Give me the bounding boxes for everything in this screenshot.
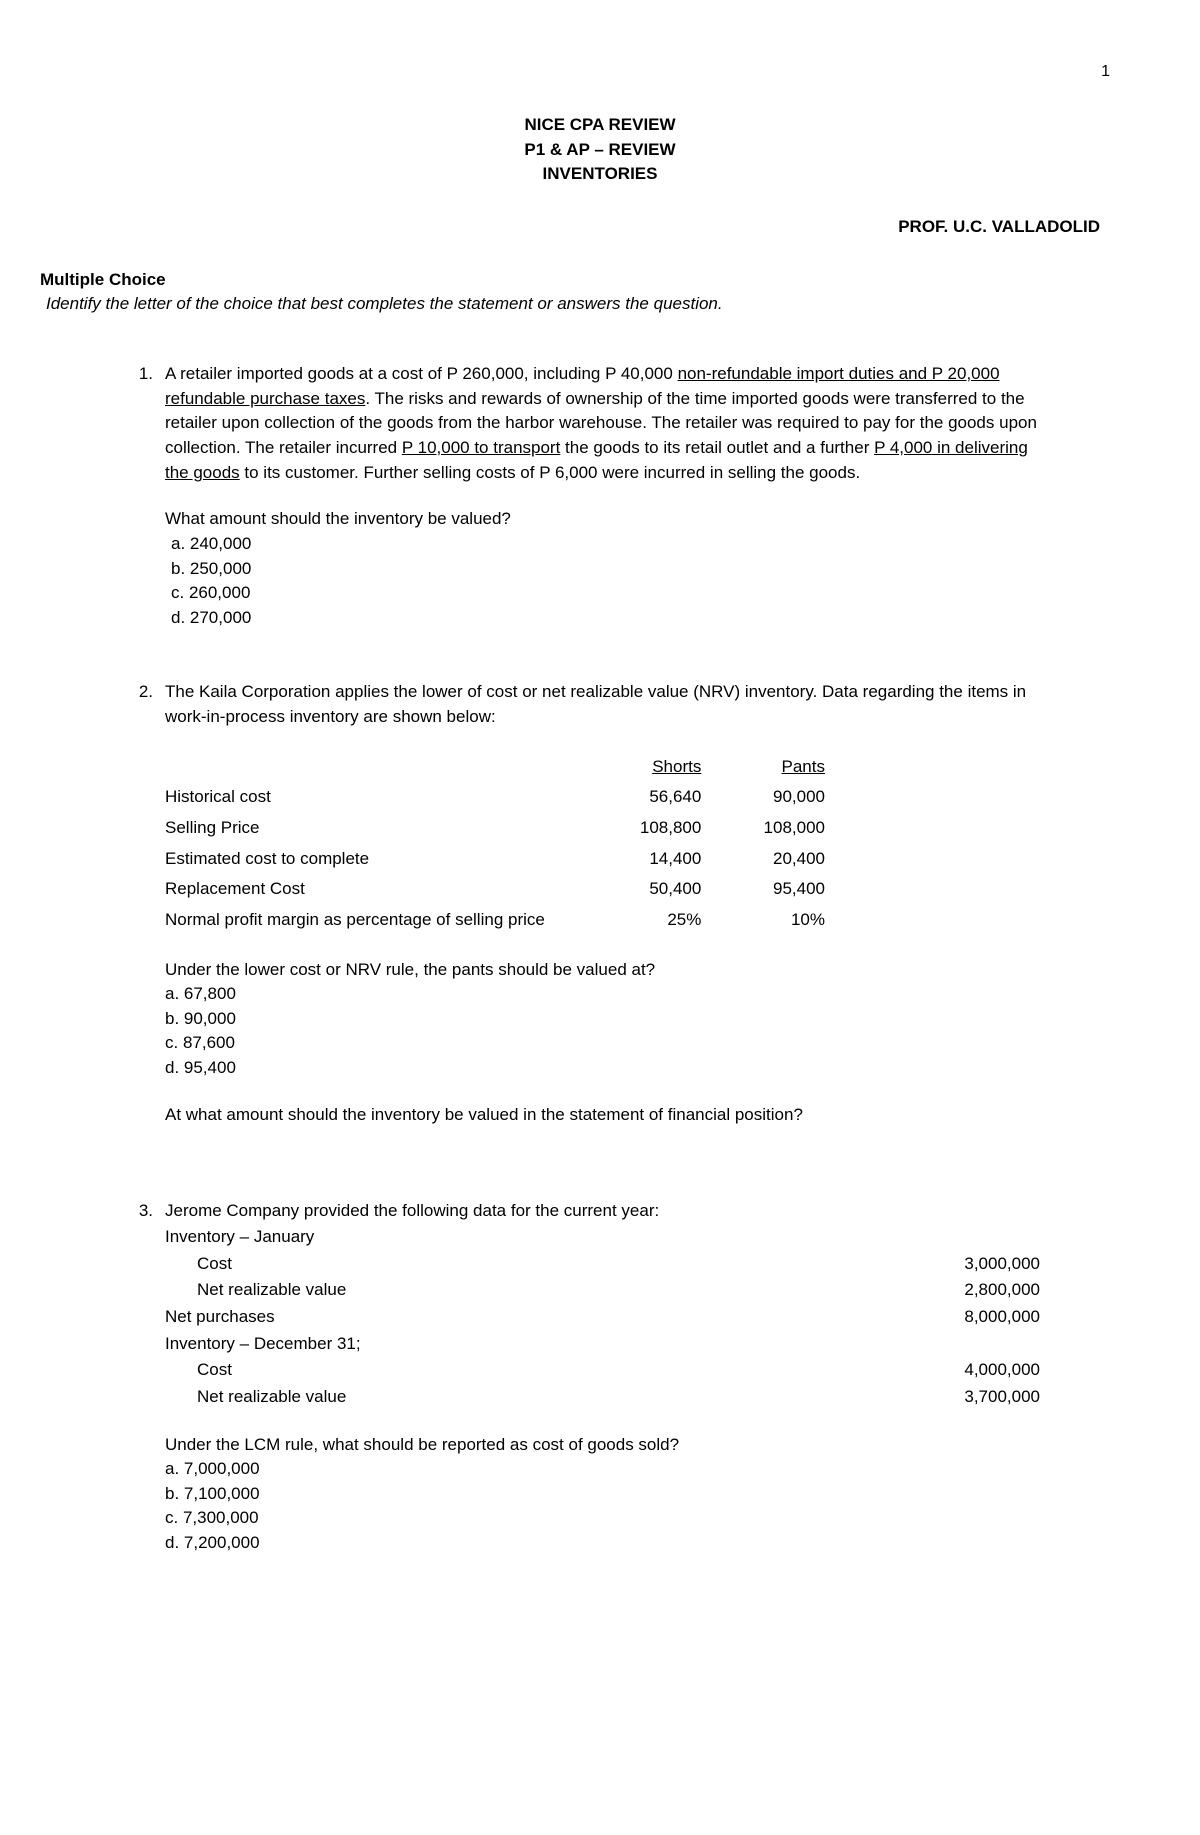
question-number: 2. — [125, 680, 153, 1149]
answer-options: a. 7,000,000 b. 7,100,000 c. 7,300,000 d… — [165, 1457, 1040, 1556]
option-c: c. 87,600 — [165, 1031, 1040, 1056]
cell-value: 4,000,000 — [900, 1357, 1040, 1384]
data-table: Shorts Pants Historical cost 56,640 90,0… — [165, 752, 845, 936]
row-label: Net realizable value — [165, 1384, 900, 1411]
q1-text-a: A retailer imported goods at a cost of P… — [165, 364, 678, 383]
table-row: Net realizable value 3,700,000 — [165, 1384, 1040, 1411]
option-c: c. 7,300,000 — [165, 1506, 1040, 1531]
table-row: Cost 4,000,000 — [165, 1357, 1040, 1384]
row-label: Net realizable value — [165, 1277, 900, 1304]
section-label: Multiple Choice — [40, 270, 166, 289]
cell-value: 3,000,000 — [900, 1251, 1040, 1278]
cell-value: 10% — [721, 905, 845, 936]
table-row: Historical cost 56,640 90,000 — [165, 782, 845, 813]
row-label: Cost — [165, 1251, 900, 1278]
row-label: Selling Price — [165, 813, 598, 844]
question-3: 3. Jerome Company provided the following… — [125, 1199, 1160, 1555]
q1-text-d: to its customer. Further selling costs o… — [240, 463, 861, 482]
table-row: Estimated cost to complete 14,400 20,400 — [165, 844, 845, 875]
answer-options: a. 67,800 b. 90,000 c. 87,600 d. 95,400 — [165, 982, 1040, 1081]
financial-table: Inventory – January Cost 3,000,000 Net r… — [165, 1224, 1040, 1410]
question-prompt-2: At what amount should the inventory be v… — [165, 1103, 1040, 1128]
row-label: Inventory – January — [165, 1224, 900, 1251]
cell-value: 25% — [598, 905, 722, 936]
cell-value: 108,800 — [598, 813, 722, 844]
option-a: a. 240,000 — [171, 532, 1040, 557]
table-row: Normal profit margin as percentage of se… — [165, 905, 845, 936]
header-line-1: NICE CPA REVIEW — [40, 113, 1160, 138]
row-label: Replacement Cost — [165, 874, 598, 905]
header-line-2: P1 & AP – REVIEW — [40, 138, 1160, 163]
row-label: Net purchases — [165, 1304, 900, 1331]
question-number: 1. — [125, 362, 153, 630]
row-label: Normal profit margin as percentage of se… — [165, 905, 598, 936]
cell-value: 95,400 — [721, 874, 845, 905]
option-a: a. 7,000,000 — [165, 1457, 1040, 1482]
option-d: d. 7,200,000 — [165, 1531, 1040, 1556]
question-prompt: Under the LCM rule, what should be repor… — [165, 1433, 1040, 1458]
table-row: Selling Price 108,800 108,000 — [165, 813, 845, 844]
question-prompt: Under the lower cost or NRV rule, the pa… — [165, 958, 1040, 983]
professor-name: PROF. U.C. VALLADOLID — [40, 215, 1160, 240]
option-b: b. 250,000 — [171, 557, 1040, 582]
column-header-shorts: Shorts — [652, 757, 701, 776]
page-number: 1 — [40, 60, 1160, 83]
option-b: b. 90,000 — [165, 1007, 1040, 1032]
row-label: Cost — [165, 1357, 900, 1384]
option-c: c. 260,000 — [171, 581, 1040, 606]
cell-value — [900, 1224, 1040, 1251]
option-b: b. 7,100,000 — [165, 1482, 1040, 1507]
table-row: Net purchases 8,000,000 — [165, 1304, 1040, 1331]
cell-value: 56,640 — [598, 782, 722, 813]
option-d: d. 95,400 — [165, 1056, 1040, 1081]
row-label: Inventory – December 31; — [165, 1331, 900, 1358]
row-label: Historical cost — [165, 782, 598, 813]
question-2: 2. The Kaila Corporation applies the low… — [125, 680, 1160, 1149]
q1-text-c: the goods to its retail outlet and a fur… — [560, 438, 874, 457]
table-row: Inventory – January — [165, 1224, 1040, 1251]
table-row: Inventory – December 31; — [165, 1331, 1040, 1358]
question-intro: Jerome Company provided the following da… — [165, 1199, 1040, 1224]
table-row: Net realizable value 2,800,000 — [165, 1277, 1040, 1304]
q1-underline-2: P 10,000 to transport — [402, 438, 560, 457]
row-label: Estimated cost to complete — [165, 844, 598, 875]
cell-value: 2,800,000 — [900, 1277, 1040, 1304]
table-row: Replacement Cost 50,400 95,400 — [165, 874, 845, 905]
answer-options: a. 240,000 b. 250,000 c. 260,000 d. 270,… — [165, 532, 1040, 631]
question-intro: The Kaila Corporation applies the lower … — [165, 680, 1040, 729]
column-header-pants: Pants — [782, 757, 825, 776]
cell-value: 90,000 — [721, 782, 845, 813]
option-d: d. 270,000 — [171, 606, 1040, 631]
cell-value: 108,000 — [721, 813, 845, 844]
header-line-3: INVENTORIES — [40, 162, 1160, 187]
question-number: 3. — [125, 1199, 153, 1555]
table-row: Cost 3,000,000 — [165, 1251, 1040, 1278]
question-prompt: What amount should the inventory be valu… — [165, 507, 1040, 532]
instruction-text: Identify the letter of the choice that b… — [40, 292, 1160, 317]
option-a: a. 67,800 — [165, 982, 1040, 1007]
cell-value — [900, 1331, 1040, 1358]
cell-value: 8,000,000 — [900, 1304, 1040, 1331]
cell-value: 50,400 — [598, 874, 722, 905]
section-heading: Multiple Choice — [40, 268, 1160, 293]
question-1: 1. A retailer imported goods at a cost o… — [125, 362, 1160, 630]
cell-value: 3,700,000 — [900, 1384, 1040, 1411]
cell-value: 20,400 — [721, 844, 845, 875]
question-text: A retailer imported goods at a cost of P… — [165, 362, 1040, 485]
cell-value: 14,400 — [598, 844, 722, 875]
document-header: NICE CPA REVIEW P1 & AP – REVIEW INVENTO… — [40, 113, 1160, 187]
